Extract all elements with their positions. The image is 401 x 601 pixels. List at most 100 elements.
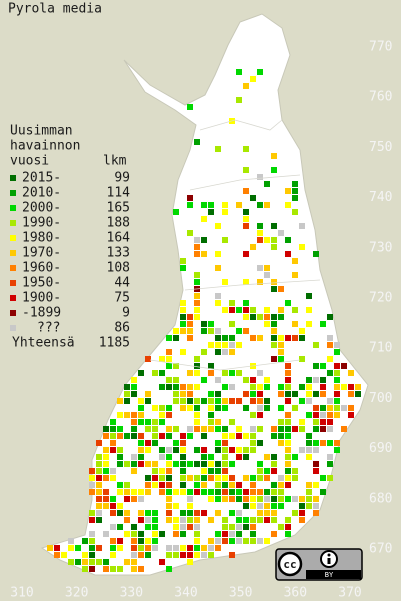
grid-square — [117, 461, 123, 467]
grid-square — [264, 468, 270, 474]
grid-square — [145, 461, 151, 467]
grid-square — [257, 174, 263, 180]
grid-square — [187, 314, 193, 320]
legend-swatch — [10, 235, 16, 241]
grid-square — [313, 468, 319, 474]
grid-square — [194, 398, 200, 404]
grid-square — [285, 426, 291, 432]
grid-square — [117, 538, 123, 544]
grid-square — [327, 335, 333, 341]
grid-square — [208, 426, 214, 432]
grid-square — [257, 391, 263, 397]
x-coordinate-label: 340 — [174, 586, 197, 601]
grid-square — [159, 531, 165, 537]
grid-square — [131, 566, 137, 572]
grid-square — [131, 419, 137, 425]
grid-square — [173, 384, 179, 390]
grid-square — [306, 384, 312, 390]
grid-square — [313, 482, 319, 488]
grid-square — [348, 412, 354, 418]
grid-square — [145, 545, 151, 551]
grid-square — [271, 223, 277, 229]
grid-square — [222, 524, 228, 530]
grid-square — [257, 335, 263, 341]
grid-square — [313, 412, 319, 418]
grid-square — [145, 447, 151, 453]
grid-square — [208, 552, 214, 558]
grid-square — [166, 454, 172, 460]
legend-label: 1960- — [22, 261, 61, 276]
grid-square — [208, 405, 214, 411]
grid-square — [180, 454, 186, 460]
grid-square — [201, 426, 207, 432]
grid-square — [124, 384, 130, 390]
grid-square — [117, 482, 123, 488]
grid-square — [201, 447, 207, 453]
grid-square — [166, 405, 172, 411]
grid-square — [278, 503, 284, 509]
grid-square — [334, 377, 340, 383]
grid-square — [215, 405, 221, 411]
border — [184, 279, 321, 291]
grid-square — [257, 426, 263, 432]
grid-square — [285, 398, 291, 404]
grid-square — [215, 468, 221, 474]
legend-count: 133 — [107, 246, 130, 261]
grid-square — [180, 440, 186, 446]
legend-swatch — [10, 325, 16, 331]
grid-square — [313, 419, 319, 425]
grid-square — [257, 237, 263, 243]
grid-square — [229, 538, 235, 544]
grid-square — [138, 419, 144, 425]
grid-square — [299, 496, 305, 502]
grid-square — [222, 482, 228, 488]
grid-square — [320, 391, 326, 397]
grid-square — [229, 321, 235, 327]
grid-square — [271, 454, 277, 460]
grid-square — [145, 489, 151, 495]
grid-square — [236, 433, 242, 439]
grid-square — [152, 433, 158, 439]
grid-square — [236, 454, 242, 460]
grid-square — [229, 300, 235, 306]
grid-square — [194, 356, 200, 362]
by-text: BY — [325, 571, 334, 579]
grid-square — [271, 286, 277, 292]
grid-square — [341, 363, 347, 369]
grid-square — [229, 447, 235, 453]
grid-square — [341, 405, 347, 411]
cc-text: cc — [283, 558, 296, 571]
grid-square — [173, 447, 179, 453]
y-coordinate-label: 770 — [369, 40, 392, 55]
grid-square — [320, 419, 326, 425]
grid-square — [96, 475, 102, 481]
grid-square — [89, 475, 95, 481]
grid-square — [180, 349, 186, 355]
grid-square — [208, 412, 214, 418]
legend-count: 188 — [107, 216, 130, 231]
grid-square — [229, 398, 235, 404]
grid-square — [208, 342, 214, 348]
grid-square — [138, 496, 144, 502]
grid-square — [229, 524, 235, 530]
x-coordinate-label: 330 — [120, 586, 143, 601]
grid-square — [194, 447, 200, 453]
grid-square — [166, 517, 172, 523]
grid-square — [243, 391, 249, 397]
y-coordinate-label: 720 — [369, 291, 392, 306]
grid-square — [173, 398, 179, 404]
grid-square — [250, 482, 256, 488]
grid-square — [285, 237, 291, 243]
grid-square — [117, 412, 123, 418]
grid-square — [292, 405, 298, 411]
grid-square — [250, 538, 256, 544]
grid-square — [159, 447, 165, 453]
grid-square — [257, 370, 263, 376]
grid-square — [131, 433, 137, 439]
grid-square — [250, 384, 256, 390]
legend-swatch — [10, 280, 16, 286]
grid-square — [271, 237, 277, 243]
grid-square — [236, 328, 242, 334]
grid-square — [180, 475, 186, 481]
grid-square — [250, 503, 256, 509]
